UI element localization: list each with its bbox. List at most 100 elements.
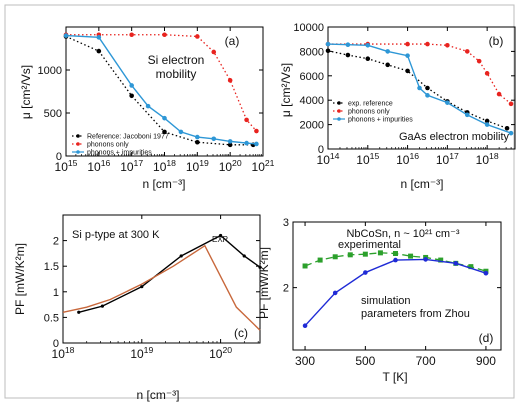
data-point xyxy=(408,253,414,259)
data-point xyxy=(362,251,368,257)
x-tick-label: 700 xyxy=(416,354,436,368)
data-point xyxy=(325,41,331,47)
panel-label: (d) xyxy=(479,331,494,345)
legend-entry: phonons + impurities xyxy=(348,117,413,124)
data-point xyxy=(244,117,249,123)
data-point xyxy=(325,48,331,54)
data-point xyxy=(227,139,233,144)
data-point xyxy=(468,264,474,270)
x-tick-label: 1015 xyxy=(356,151,379,167)
data-point xyxy=(392,251,398,257)
data-point xyxy=(179,254,183,258)
y-tick-label: 2000 xyxy=(300,120,324,132)
x-tick-label: 1019 xyxy=(130,345,153,361)
data-point xyxy=(63,33,69,38)
y-tick-label: 0 xyxy=(56,151,62,163)
x-tick-label: 1020 xyxy=(219,158,242,174)
y-tick-label: 3 xyxy=(283,217,289,229)
legend-entry: exp. reference xyxy=(348,101,393,108)
y-tick-label: 0.5 xyxy=(44,312,59,324)
data-point xyxy=(496,91,502,97)
data-point xyxy=(345,52,351,58)
y-axis-label: μ [cm²/Vs] xyxy=(279,63,293,117)
data-point xyxy=(258,265,262,269)
data-point xyxy=(317,257,323,263)
data-point xyxy=(129,83,134,88)
data-point xyxy=(129,93,134,99)
y-tick-label: 0 xyxy=(318,144,324,156)
x-tick-label: 1020 xyxy=(209,345,232,361)
data-point xyxy=(332,290,338,296)
x-axis-label: n [cm⁻³] xyxy=(142,177,185,191)
data-point xyxy=(254,141,259,147)
data-point xyxy=(162,32,167,38)
data-point xyxy=(302,323,308,329)
axes-frame xyxy=(62,214,261,344)
data-point xyxy=(405,53,410,58)
data-point xyxy=(227,78,233,83)
y-tick-label: 6000 xyxy=(300,71,324,83)
y-axis-label: μ [cm²/Vs] xyxy=(19,65,33,119)
y-tick-label: 1000 xyxy=(38,65,62,77)
data-point xyxy=(365,43,371,48)
panel-d: 300 500 700 900 2 3 T [K] PF [mW/K²m] (d) NbCoSn,… xyxy=(257,217,502,384)
data-point xyxy=(365,56,371,62)
data-point xyxy=(484,122,490,127)
data-point xyxy=(77,310,81,314)
panel-c: 1018 1019 1020 0 0.5 1 1.5 2 n [cm⁻³] PF [mW/K²m]… xyxy=(13,214,262,402)
legend-swatch-marker xyxy=(76,134,80,138)
y-tick-label: 500 xyxy=(44,108,62,120)
data-point xyxy=(385,62,390,68)
x-tick-label: 1018 xyxy=(52,345,75,361)
data-point xyxy=(445,43,450,48)
x-tick-label: 1017 xyxy=(120,158,143,174)
legend-entry: phonons only xyxy=(348,109,390,116)
data-point xyxy=(195,139,200,145)
data-point xyxy=(484,71,490,76)
series-2 xyxy=(302,257,489,329)
data-point xyxy=(242,254,246,258)
panel-b: 1014 1015 1016 1017 1018 0 2000 4000 6000 8000 100… xyxy=(279,22,516,191)
data-point xyxy=(195,34,200,39)
data-point xyxy=(508,130,514,136)
axes-frame xyxy=(327,26,516,150)
legend-swatch-marker xyxy=(337,109,341,113)
data-point xyxy=(227,142,233,148)
legend-swatch-marker xyxy=(337,117,341,121)
series-name-label: experimental xyxy=(338,239,401,251)
data-point xyxy=(162,115,167,121)
y-tick-label: 2 xyxy=(283,283,289,295)
data-point xyxy=(464,112,470,118)
data-point xyxy=(377,250,383,256)
legend-swatch-marker xyxy=(76,150,80,154)
axes-frame xyxy=(292,221,502,351)
y-tick-label: 10000 xyxy=(293,22,324,34)
x-tick-label: 500 xyxy=(355,354,375,368)
data-point xyxy=(332,254,338,260)
x-axis-label: T [K] xyxy=(382,370,407,384)
y-tick-label: 1.5 xyxy=(44,261,59,273)
series-3 xyxy=(63,33,259,147)
data-point xyxy=(219,233,223,238)
data-point xyxy=(347,252,353,258)
legend-entry: phonons + impurities xyxy=(87,150,152,157)
data-point xyxy=(129,32,134,38)
data-point xyxy=(393,257,398,263)
panel-label: (a) xyxy=(225,34,240,48)
y-tick-label: 1 xyxy=(53,287,59,299)
data-point xyxy=(425,41,430,47)
legend-swatch-marker xyxy=(337,101,341,105)
data-point xyxy=(195,134,200,140)
x-tick-label: 1019 xyxy=(186,158,209,174)
panel-annotation: mobility xyxy=(156,67,197,81)
data-point xyxy=(96,48,102,54)
panel-a: 1015 1016 1017 1018 1019 1020 1021 0 500 1000 n [c… xyxy=(19,26,275,191)
x-tick-label: 1014 xyxy=(317,151,340,167)
x-tick-label: 1018 xyxy=(153,158,176,174)
data-point xyxy=(445,100,450,105)
series-1 xyxy=(77,233,262,314)
data-point xyxy=(417,85,422,91)
data-point xyxy=(345,42,351,47)
